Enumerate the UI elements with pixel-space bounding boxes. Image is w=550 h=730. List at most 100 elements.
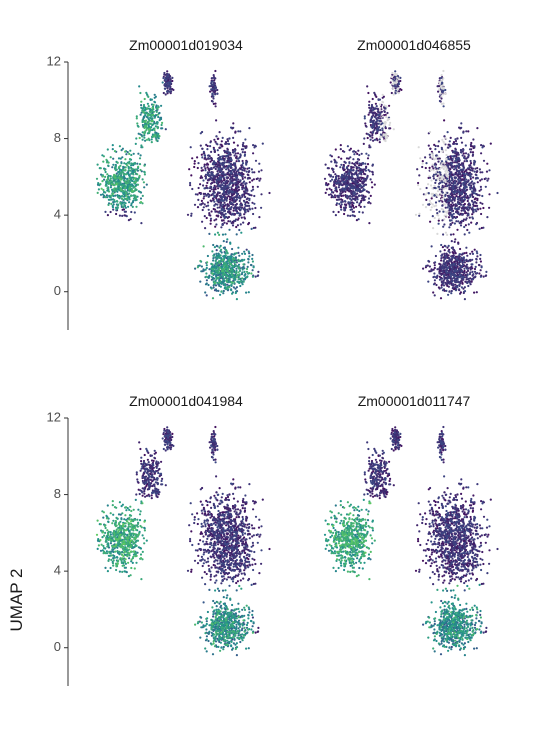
scatter-point	[223, 166, 226, 169]
scatter-point	[237, 159, 240, 162]
scatter-point	[191, 187, 194, 191]
scatter-point	[417, 146, 420, 149]
scatter-point	[247, 250, 250, 253]
scatter-point	[191, 157, 194, 160]
scatter-point	[223, 215, 227, 218]
scatter-point	[471, 153, 475, 156]
scatter-point	[252, 212, 255, 216]
scatter-point	[436, 194, 439, 197]
scatter-point	[219, 203, 222, 206]
scatter-point	[368, 111, 371, 114]
scatter-point	[140, 104, 143, 107]
scatter-point	[437, 90, 440, 93]
scatter-point	[358, 194, 361, 197]
scatter-point	[222, 261, 225, 264]
scatter-point	[134, 188, 137, 191]
scatter-point	[358, 166, 361, 169]
scatter-point	[440, 273, 443, 276]
scatter-point	[219, 254, 222, 257]
scatter-point	[204, 192, 207, 195]
scatter-point	[219, 143, 222, 146]
scatter-point	[349, 156, 352, 159]
scatter-point	[371, 116, 374, 119]
scatter-point	[211, 80, 214, 83]
scatter-point	[143, 186, 146, 189]
scatter-point	[358, 172, 362, 175]
scatter-point	[123, 195, 126, 198]
scatter-point	[139, 113, 142, 116]
scatter-point	[467, 130, 470, 133]
scatter-point	[476, 127, 479, 130]
scatter-point	[480, 178, 483, 181]
scatter-point	[121, 208, 124, 211]
scatter-point	[160, 123, 163, 127]
scatter-point	[241, 162, 245, 165]
scatter-point	[150, 119, 153, 123]
scatter-point	[373, 91, 376, 94]
scatter-point	[212, 259, 215, 262]
scatter-point	[384, 139, 387, 143]
scatter-point	[209, 141, 212, 144]
scatter-point	[122, 190, 125, 193]
scatter-point	[447, 146, 450, 149]
scatter-point	[224, 180, 227, 183]
scatter-point	[468, 184, 471, 187]
scatter-point	[435, 154, 438, 157]
scatter-point	[238, 281, 241, 285]
scatter-point	[223, 267, 226, 271]
scatter-point	[369, 194, 372, 197]
scatter-point	[440, 166, 443, 169]
scatter-point	[351, 175, 354, 178]
scatter-point	[145, 107, 148, 110]
scatter-point	[345, 157, 349, 160]
scatter-point	[161, 121, 164, 124]
scatter-point	[232, 200, 235, 204]
scatter-point	[460, 256, 463, 259]
scatter-point	[157, 137, 160, 140]
scatter-point	[112, 163, 115, 166]
scatter-point	[429, 208, 432, 212]
scatter-point	[232, 126, 235, 129]
scatter-point	[240, 216, 243, 219]
scatter-point	[123, 210, 126, 213]
scatter-point	[190, 212, 193, 215]
scatter-point	[459, 247, 462, 251]
scatter-point	[214, 225, 217, 228]
scatter-point	[128, 192, 131, 195]
scatter-point	[441, 204, 444, 207]
scatter-point	[222, 176, 225, 179]
scatter-point	[130, 172, 133, 175]
scatter-point	[236, 194, 239, 197]
scatter-point	[147, 122, 150, 125]
scatter-point	[247, 257, 250, 261]
scatter-point	[440, 97, 443, 100]
scatter-point	[246, 177, 249, 180]
scatter-point	[134, 180, 137, 184]
scatter-point	[221, 275, 224, 278]
scatter-point	[197, 186, 200, 190]
scatter-point	[204, 268, 207, 271]
scatter-point	[228, 165, 231, 168]
scatter-point	[332, 184, 335, 187]
scatter-point	[211, 250, 214, 253]
scatter-point	[207, 174, 211, 178]
scatter-point	[212, 257, 215, 260]
scatter-point	[442, 69, 445, 73]
scatter-point	[251, 253, 254, 257]
scatter-point	[433, 158, 436, 161]
scatter-point	[340, 157, 343, 160]
scatter-point	[114, 169, 117, 172]
scatter-point	[460, 141, 464, 144]
scatter-point	[378, 109, 381, 112]
scatter-point	[449, 136, 452, 139]
scatter-point	[210, 159, 214, 162]
scatter-point	[200, 153, 203, 156]
scatter-point	[458, 268, 461, 271]
scatter-point	[442, 77, 445, 80]
scatter-point	[443, 257, 446, 260]
scatter-point	[153, 101, 157, 104]
scatter-point	[436, 169, 439, 172]
scatter-point	[112, 188, 115, 191]
scatter-point	[429, 130, 432, 134]
